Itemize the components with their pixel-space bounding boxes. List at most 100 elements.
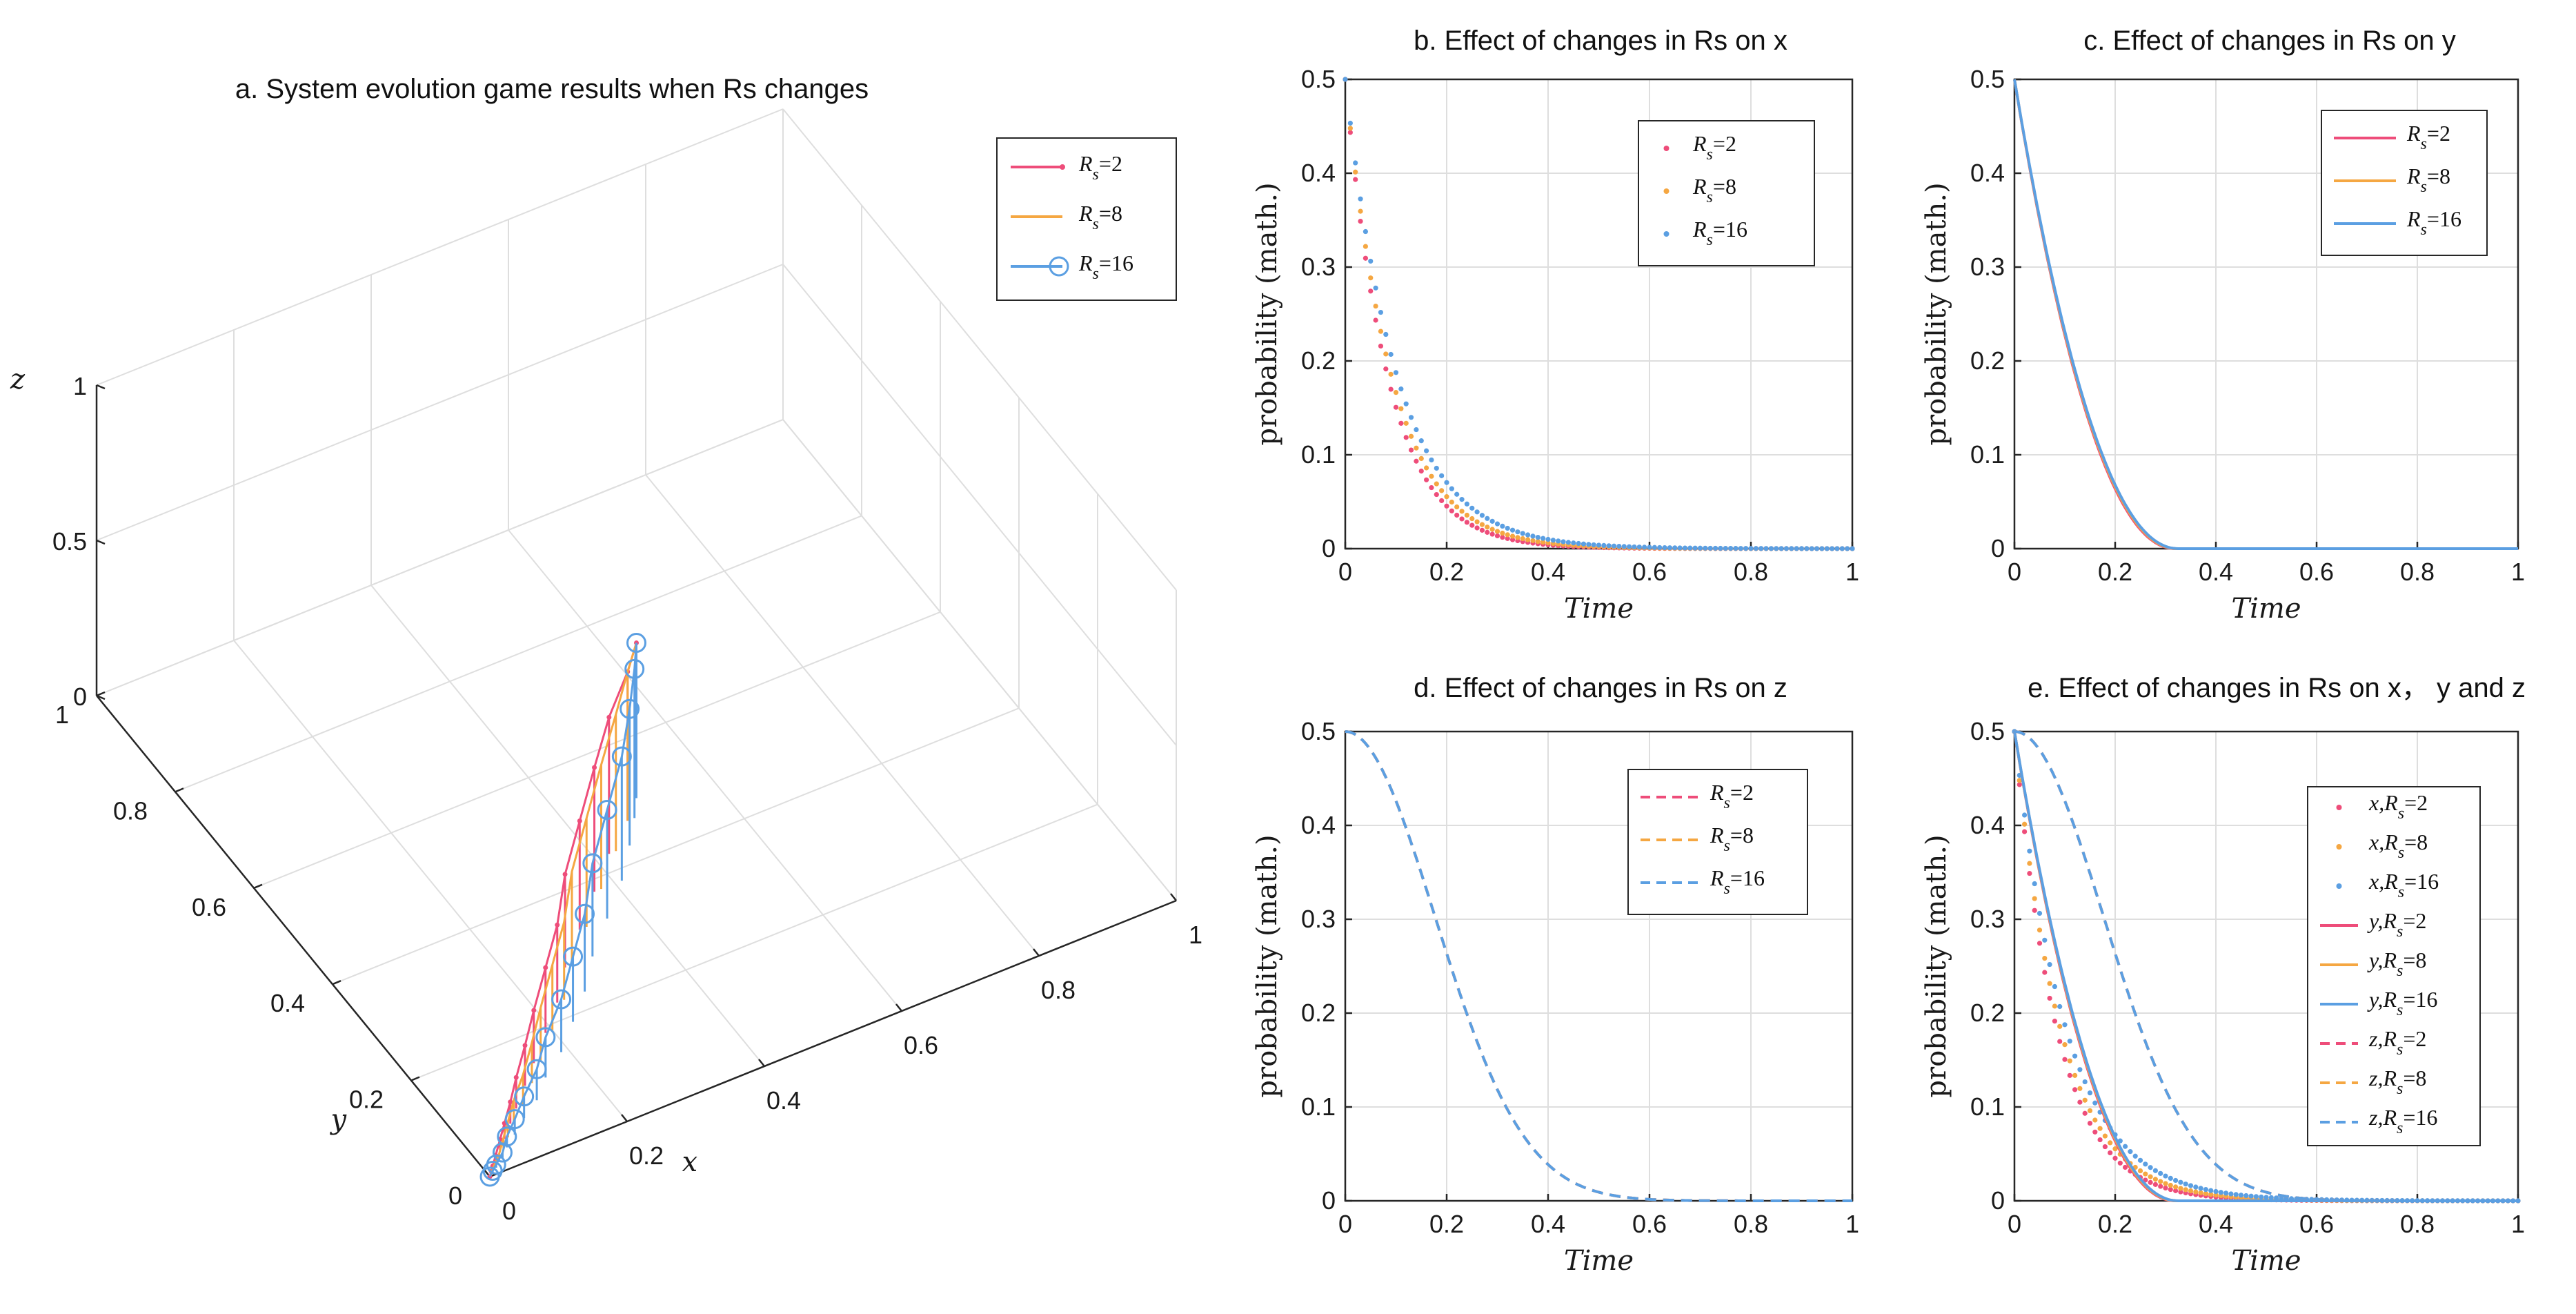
- chart-b-legend-label: Rs=16: [1692, 217, 1747, 249]
- chart-a-floor-grid-x: [508, 529, 902, 1012]
- chart-e-xtick-label: 1: [2511, 1210, 2525, 1238]
- chart-b-point-Rs=16: [1403, 401, 1409, 406]
- chart-e-point-Rs=8: [2072, 1072, 2078, 1078]
- chart-b-point-Rs=2: [1388, 386, 1394, 392]
- chart-b-point-Rs=16: [1459, 497, 1465, 502]
- chart-b-point-Rs=8: [1393, 390, 1399, 395]
- chart-c-ytick-label: 0.1: [1970, 440, 2005, 469]
- chart-e-point-Rs=16: [2077, 1067, 2083, 1072]
- chart-e-point-Rs=2: [2057, 1039, 2063, 1044]
- chart-e-ylabel: probability (math.): [1921, 834, 1952, 1097]
- chart-a-xtick: [758, 1059, 765, 1067]
- chart-b-point-Rs=2: [1494, 533, 1500, 539]
- chart-b-point-Rs=16: [1561, 539, 1566, 545]
- chart-b-point-Rs=16: [1449, 486, 1454, 491]
- chart-b-title: b. Effect of changes in Rs on x: [1414, 26, 1787, 56]
- chart-a-marker-Rs=16: [514, 1086, 535, 1107]
- chart-a-sidewall-grid-z: [782, 264, 1177, 746]
- chart-b-point-Rs=16: [1687, 545, 1693, 551]
- chart-e-point-Rs=8: [2082, 1097, 2088, 1103]
- chart-a-xlabel: x: [682, 1146, 698, 1178]
- chart-b-point-Rs=16: [1743, 546, 1749, 551]
- chart-e-point-Rs=8: [2032, 896, 2037, 901]
- chart-e-point-Rs=8: [2108, 1140, 2113, 1146]
- chart-b-legend-label: Rs=2: [1692, 131, 1736, 164]
- chart-b-point-Rs=16: [1712, 545, 1718, 551]
- chart-e-point-Rs=2: [2087, 1120, 2093, 1126]
- chart-e-xtick-label: 0.8: [2400, 1210, 2435, 1238]
- chart-e-point-Rs=8: [2213, 1193, 2219, 1198]
- chart-e-point-Rs=2: [2022, 829, 2028, 834]
- chart-e-point-Rs=16: [2198, 1186, 2203, 1191]
- chart-e-point-Rs=16: [2082, 1079, 2088, 1085]
- chart-e-point-Rs=16: [2238, 1193, 2244, 1198]
- chart-e-point-Rs=16: [2137, 1157, 2143, 1163]
- chart-e-point-Rs=16: [2152, 1168, 2158, 1173]
- chart-e-point-Rs=16: [2092, 1100, 2098, 1106]
- chart-a-xtick: [1033, 948, 1040, 957]
- chart-b-ytick-label: 0.5: [1301, 65, 1336, 93]
- chart-b-point-Rs=16: [1596, 542, 1602, 548]
- chart-b-point-Rs=2: [1363, 255, 1368, 261]
- chart-b-point-Rs=16: [1479, 513, 1485, 518]
- chart-c-ytick-label: 0.2: [1970, 346, 2005, 375]
- chart-e-xlabel: Time: [2231, 1245, 2301, 1277]
- chart-a-marker-Rs=16: [597, 799, 617, 820]
- chart-b-point-Rs=2: [1398, 420, 1404, 426]
- chart-e-ytick-label: 0.2: [1970, 999, 2005, 1027]
- chart-b-point-Rs=2: [1383, 366, 1389, 372]
- chart-b-point-Rs=16: [1839, 546, 1845, 551]
- chart-e-point-Rs=16: [2173, 1177, 2179, 1184]
- chart-b-point-Rs=16: [1606, 543, 1612, 549]
- chart-a-marker-Rs=16: [563, 946, 584, 967]
- chart-e-point-Rs=16: [2062, 1022, 2068, 1028]
- chart-b-legend-label: Rs=8: [1692, 174, 1736, 206]
- chart-b-point-Rs=16: [1464, 501, 1469, 507]
- chart-b-ytick-label: 0.3: [1301, 253, 1336, 281]
- chart-b-point-Rs=2: [1414, 458, 1419, 464]
- chart-b-point-Rs=8: [1509, 533, 1516, 539]
- chart-b-point-Rs=8: [1449, 499, 1454, 505]
- chart-b-point-Rs=16: [1581, 541, 1587, 547]
- chart-c-xtick-label: 0.8: [2400, 558, 2435, 586]
- chart-d-legend-label: Rs=16: [1710, 865, 1765, 898]
- chart-b-point-Rs=16: [1703, 545, 1708, 551]
- chart-e: 0 0.2 0.4 0.6 0.8 1 0 0.1 0.2 0.3 0.4 0.5 Time probab…: [1921, 717, 2525, 1277]
- chart-b-point-Rs=8: [1444, 494, 1449, 500]
- chart-e-point-Rs=16: [2253, 1194, 2259, 1199]
- chart-b-point-Rs=16: [1515, 529, 1520, 535]
- chart-b-point-Rs=8: [1434, 481, 1439, 487]
- chart-e-point-Rs=2: [2108, 1150, 2113, 1156]
- chart-b-point-Rs=16: [1728, 546, 1734, 551]
- chart-b-point-Rs=16: [1774, 546, 1779, 551]
- chart-d-xtick-label: 0.8: [1734, 1210, 1768, 1238]
- chart-b-point-Rs=8: [1368, 275, 1374, 281]
- chart-b-point-Rs=16: [1794, 546, 1799, 551]
- chart-d-ytick-label: 0: [1322, 1186, 1336, 1215]
- chart-b-point-Rs=16: [1723, 545, 1728, 551]
- chart-b-point-Rs=8: [1469, 516, 1475, 522]
- chart-e-point-Rs=2: [2152, 1181, 2158, 1187]
- chart-b-point-Rs=16: [1347, 120, 1353, 126]
- chart-e-point-Rs=8: [2042, 955, 2048, 961]
- chart-d-xlabel: Time: [1564, 1245, 1634, 1277]
- chart-e-point-Rs=2: [2173, 1188, 2179, 1193]
- chart-b-point-Rs=16: [1611, 543, 1617, 549]
- chart-e-point-Rs=2: [2027, 870, 2032, 876]
- chart-c-line-Rs=16: [2013, 79, 2518, 550]
- chart-b-point-Rs=8: [1505, 532, 1510, 538]
- chart-e-legend-label: z,Rs=8: [2368, 1066, 2426, 1098]
- chart-e-point-Rs=16: [2163, 1173, 2168, 1179]
- chart-b-point-Rs=16: [1586, 542, 1592, 547]
- chart-b-point-Rs=8: [1383, 351, 1389, 357]
- chart-b-xtick-label: 0: [1338, 558, 1352, 586]
- chart-b-point-Rs=16: [1388, 351, 1394, 357]
- chart-a-ytick-label: 0: [448, 1181, 462, 1210]
- chart-b-point-Rs=2: [1485, 529, 1490, 535]
- chart-b-point-Rs=16: [1697, 545, 1703, 551]
- chart-b-point-Rs=16: [1540, 536, 1546, 541]
- chart-e-point-Rs=2: [2072, 1087, 2078, 1092]
- chart-d-xtick-label: 0: [1338, 1210, 1352, 1238]
- chart-e-point-Rs=16: [2027, 848, 2032, 854]
- chart-b-point-Rs=2: [1373, 317, 1378, 323]
